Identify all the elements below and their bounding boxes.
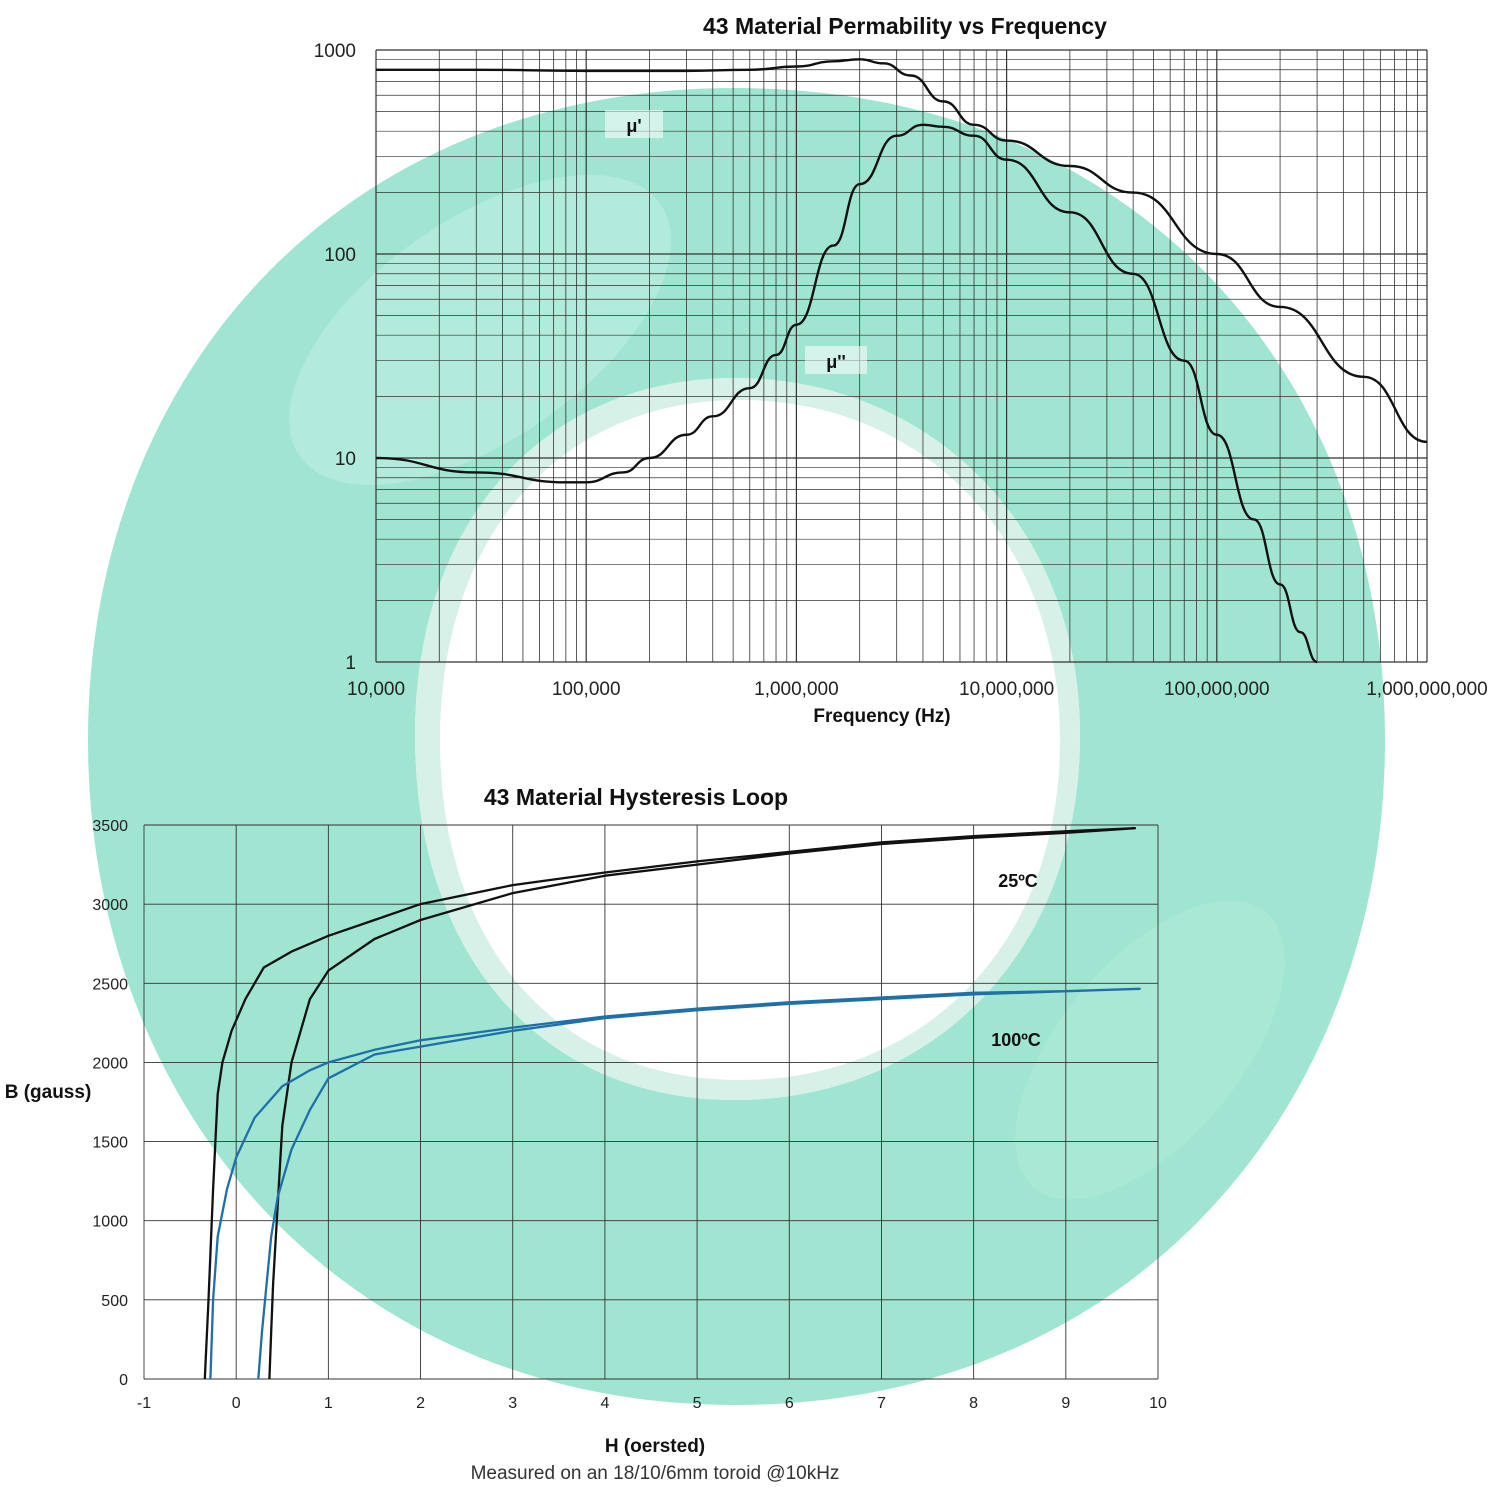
y-tick-label: 3000 <box>92 897 128 914</box>
hysteresis-chart-title: 43 Material Hysteresis Loop <box>484 784 788 810</box>
hysteresis-chart: -1 0 1 2 3 4 5 6 7 8 9 10 0 500 1000 1500 2000 2500 3000 35… <box>5 784 1167 1484</box>
toroid-ring <box>88 88 1385 1405</box>
x-tick-label: -1 <box>137 1395 151 1412</box>
mu-double-prime-line <box>375 123 1318 664</box>
y-tick-label: 1 <box>345 653 356 674</box>
hysteresis-grid <box>143 824 1159 1380</box>
measurement-note: Measured on an 18/10/6mm toroid @10kHz <box>471 1463 840 1484</box>
x-tick-label: 1 <box>324 1395 333 1412</box>
y-tick-label: 1500 <box>92 1135 128 1152</box>
x-tick-label: 3 <box>508 1395 517 1412</box>
y-tick-label: 1000 <box>92 1214 128 1231</box>
permeability-chart: 10,000 100,000 1,000,000 10,000,000 100,000,… <box>314 13 1488 727</box>
series-label-100c: 100ºC <box>991 1030 1041 1050</box>
y-tick-label: 2000 <box>92 1055 128 1072</box>
y-tick-label: 0 <box>119 1372 128 1389</box>
x-tick-label: 1,000,000,000 <box>1366 679 1488 700</box>
x-tick-label: 6 <box>785 1395 794 1412</box>
permeability-x-axis-title: Frequency (Hz) <box>813 706 950 727</box>
toroid-sheen <box>289 174 671 486</box>
y-tick-label: 2500 <box>92 976 128 993</box>
x-tick-label: 5 <box>693 1395 702 1412</box>
x-tick-label: 10 <box>1149 1395 1167 1412</box>
mu-prime-label-bg <box>605 110 663 138</box>
series-label-25c: 25ºC <box>998 871 1038 891</box>
y-tick-label: 1000 <box>314 41 356 62</box>
mu-double-prime-label-bg <box>805 346 867 374</box>
x-tick-label: 0 <box>232 1395 241 1412</box>
toroid-illustration <box>88 88 1385 1405</box>
x-tick-label: 7 <box>877 1395 886 1412</box>
x-tick-label: 4 <box>600 1395 609 1412</box>
mu-prime-line <box>376 58 1428 444</box>
x-tick-label: 100,000 <box>552 679 621 700</box>
loop-100c-line <box>209 987 1141 1380</box>
hysteresis-x-axis-title: H (oersted) <box>605 1436 705 1457</box>
x-tick-label: 10,000,000 <box>959 679 1054 700</box>
permeability-chart-title: 43 Material Permability vs Frequency <box>703 13 1107 39</box>
x-tick-label: 8 <box>969 1395 978 1412</box>
x-tick-label: 100,000,000 <box>1164 679 1270 700</box>
hysteresis-tick-labels: -1 0 1 2 3 4 5 6 7 8 9 10 0 500 1000 1500 2000 2500 3000 35… <box>92 818 1167 1412</box>
permeability-tick-labels: 10,000 100,000 1,000,000 10,000,000 100,000,… <box>314 41 1488 700</box>
loop-25c-line <box>203 827 1137 1380</box>
toroid-sheen-2 <box>1015 900 1285 1200</box>
mu-prime-label: μ' <box>626 116 641 136</box>
hysteresis-y-axis-title: B (gauss) <box>5 1082 92 1103</box>
hysteresis-series <box>203 827 1141 1380</box>
x-tick-label: 1,000,000 <box>754 679 839 700</box>
x-tick-label: 9 <box>1061 1395 1070 1412</box>
mu-double-prime-label: μ'' <box>826 352 846 372</box>
y-tick-label: 500 <box>101 1293 128 1310</box>
y-tick-label: 100 <box>324 245 356 266</box>
permeability-series <box>375 58 1428 664</box>
y-tick-label: 10 <box>335 449 356 470</box>
x-tick-label: 10,000 <box>347 679 405 700</box>
x-tick-label: 2 <box>416 1395 425 1412</box>
y-tick-label: 3500 <box>92 818 128 835</box>
